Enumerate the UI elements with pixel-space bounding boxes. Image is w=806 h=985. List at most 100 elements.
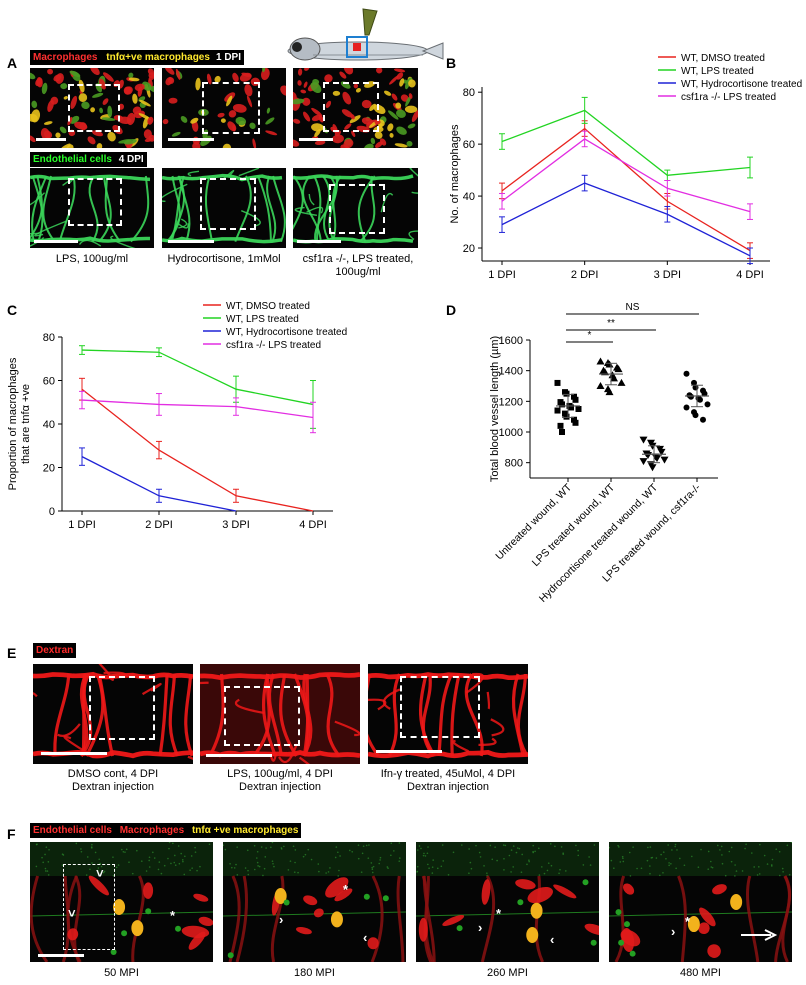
speckle: [416, 865, 419, 868]
scale-bar: [299, 138, 333, 141]
macrophage-cell: [188, 931, 206, 950]
scale-bar: [168, 138, 214, 141]
speckle: [304, 853, 307, 856]
macrophage-cell: [59, 126, 67, 134]
speckle: [427, 846, 429, 848]
speckle: [317, 863, 320, 865]
macrophage-cell: [123, 86, 132, 95]
capillary: [452, 739, 470, 753]
macrophage-cell: [293, 139, 300, 147]
main-vessel: [368, 672, 528, 681]
macrophage-cell: [70, 95, 78, 110]
asterisk-marker: *: [685, 914, 691, 929]
macrophage-cell: [226, 95, 233, 107]
branch-vessel: [234, 175, 252, 242]
panel-e-caption-1: DMSO cont, 4 DPI Dextran injection: [33, 768, 193, 794]
speckle: [42, 861, 44, 864]
speckle: [153, 857, 156, 859]
speckle: [629, 875, 632, 877]
macrophage-cell: [442, 915, 465, 926]
speckle: [172, 842, 174, 845]
speckle: [775, 848, 778, 851]
speckle: [102, 871, 105, 874]
macrophage-cell: [128, 77, 140, 82]
speckle: [668, 864, 670, 867]
macrophage-cell: [698, 922, 710, 935]
speckle: [622, 857, 624, 860]
speckle: [325, 872, 327, 874]
speckle: [387, 867, 389, 870]
speckle: [618, 846, 620, 848]
panel-f-caption-3: 260 MPI: [487, 967, 528, 979]
speckle: [89, 868, 91, 871]
data-point: [554, 407, 561, 414]
capillary: [57, 723, 81, 737]
data-point: [683, 404, 690, 411]
data-point: [617, 378, 626, 386]
panel-f-caption-1: 50 MPI: [104, 967, 139, 979]
macrophage-cell: [206, 73, 212, 85]
branch-vessel: [387, 673, 401, 757]
speckle: [593, 844, 596, 846]
speckle: [337, 875, 340, 877]
main-vessel: [200, 672, 360, 681]
macrophage-cell: [96, 143, 103, 148]
speckle: [256, 861, 259, 864]
data-point: [644, 452, 652, 459]
speckle: [550, 864, 553, 867]
speckle: [253, 844, 256, 847]
speckle: [182, 860, 184, 863]
speckle: [140, 860, 143, 862]
scale-bar: [168, 240, 214, 243]
branch-vessel: [357, 175, 376, 242]
speckle: [503, 857, 505, 860]
caption-line: Ifn-γ treated, 45uMol, 4 DPI: [380, 768, 516, 780]
macrophage-cell: [481, 879, 491, 905]
vessel: [61, 875, 70, 962]
macrophage-cell: [60, 143, 71, 148]
macrophage-cell: [53, 74, 62, 82]
notochord-region: [609, 842, 792, 876]
speckle: [676, 849, 678, 851]
speckle: [160, 872, 163, 875]
speckle: [157, 868, 160, 871]
speckle: [782, 871, 784, 873]
speckle: [361, 852, 364, 855]
panel-a-caption-2: Hydrocortisone, 1mMol: [167, 253, 281, 265]
speckle: [41, 856, 43, 859]
speckle: [170, 862, 172, 865]
y-tick-label: 800: [505, 458, 523, 470]
green-cell: [283, 899, 290, 906]
speckle: [80, 850, 83, 853]
macrophage-cell: [353, 83, 359, 89]
speckle: [90, 847, 93, 849]
macrophage-cell: [374, 131, 383, 139]
speckle: [771, 865, 773, 867]
speckle: [264, 856, 267, 858]
speckle: [262, 874, 264, 877]
speckle: [257, 865, 259, 867]
panel-a-legend-bottom: Endothelial cells 4 DPI: [30, 152, 147, 167]
macrophage-cell: [396, 72, 404, 80]
macrophage-cell: [193, 893, 209, 902]
branch-vessel: [130, 175, 150, 243]
speckle: [734, 875, 736, 877]
main-vessel: [293, 174, 414, 181]
macrophage-cell: [293, 91, 297, 101]
x-tick-label: 4 DPI: [299, 519, 327, 531]
macrophage-cell: [148, 72, 154, 79]
branch-vessel: [53, 673, 71, 757]
macrophage-cell: [707, 944, 721, 958]
speckle: [744, 847, 746, 850]
speckle: [379, 859, 381, 861]
speckle: [691, 855, 693, 858]
branch-vessel: [168, 673, 180, 757]
speckle: [293, 871, 296, 873]
data-point: [571, 393, 577, 400]
macrophage-cell: [350, 114, 355, 120]
y-tick-label: 1200: [499, 396, 523, 408]
speckle: [543, 872, 546, 875]
speckle: [674, 843, 677, 846]
speckle: [62, 854, 65, 856]
significance-label: *: [588, 330, 592, 341]
